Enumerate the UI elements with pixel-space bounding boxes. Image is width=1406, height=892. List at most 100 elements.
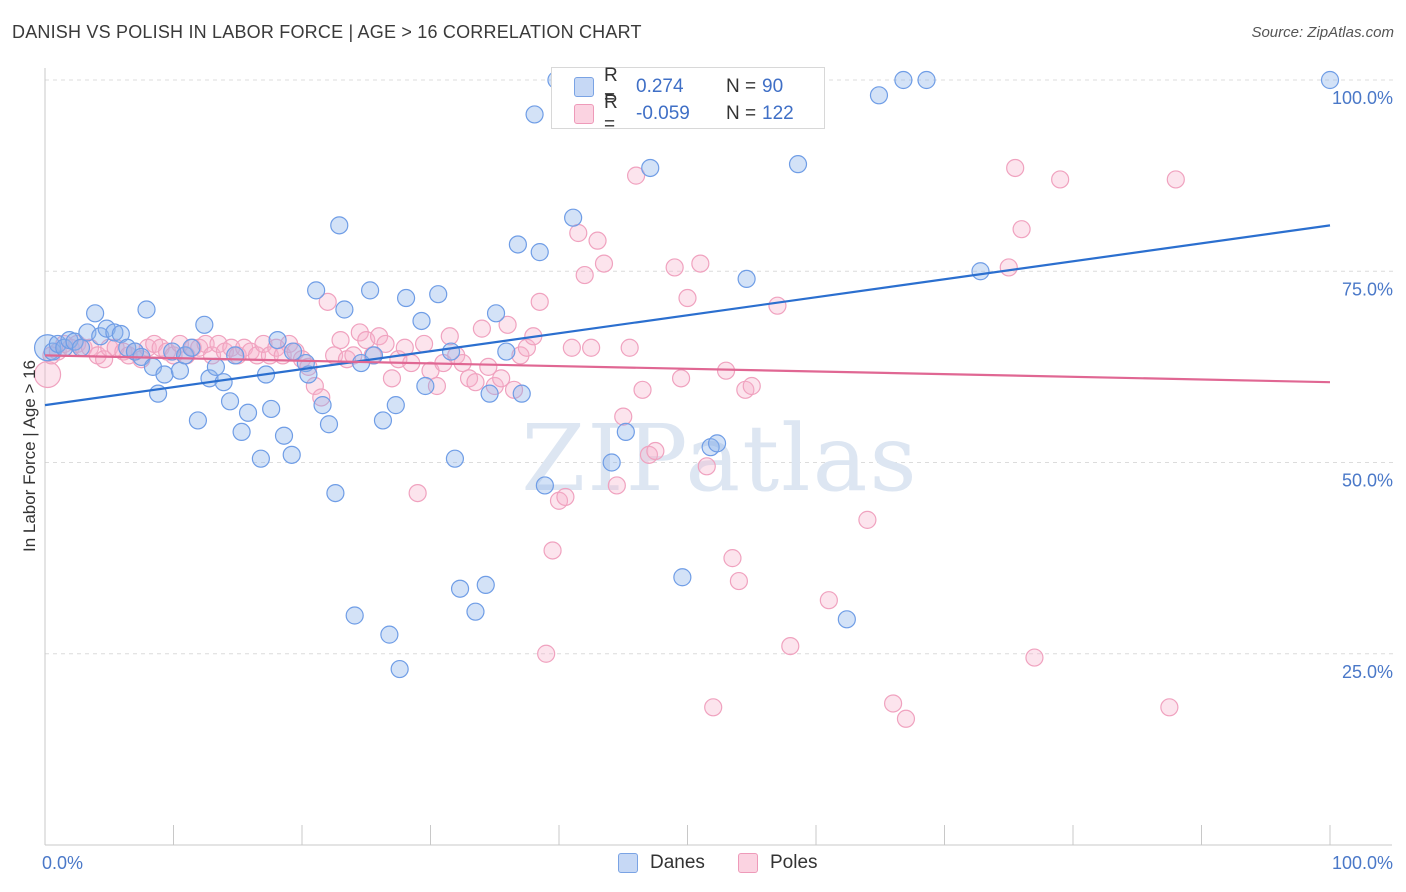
poles-swatch: [574, 104, 594, 124]
y-tick-label: 100.0%: [1332, 88, 1393, 108]
poles-point: [723, 549, 742, 568]
danes-point: [226, 346, 245, 365]
danes-point: [361, 281, 380, 300]
poles-point: [395, 338, 414, 357]
legend-n-label: N =: [726, 103, 757, 124]
x-tick-label: 100.0%: [1332, 853, 1393, 873]
poles-trend-line: [44, 354, 1331, 384]
danes-point: [214, 373, 233, 392]
danes-point: [274, 426, 294, 445]
danes-point: [251, 449, 270, 468]
danes-point: [313, 396, 332, 415]
danes-point: [512, 384, 531, 403]
y-tick-label: 50.0%: [1342, 471, 1393, 491]
poles-point: [691, 254, 710, 273]
watermark: ZIPatlas: [521, 405, 918, 512]
poles-point: [883, 694, 903, 713]
poles-point: [196, 334, 215, 354]
y-tick-label: 25.0%: [1342, 662, 1393, 682]
danes-point: [564, 208, 583, 227]
poles-point: [614, 407, 633, 426]
poles-point: [671, 369, 691, 388]
danes-point: [170, 361, 190, 380]
poles-point: [704, 698, 723, 717]
poles-point: [1166, 170, 1185, 189]
poles-point: [1006, 158, 1025, 178]
danes-point: [282, 445, 301, 464]
legend-n-value-poles: 122: [762, 103, 794, 124]
danes-point: [441, 342, 461, 361]
danes-point: [86, 304, 105, 323]
poles-point: [305, 376, 324, 396]
danes-point: [616, 422, 635, 441]
danes-point: [335, 300, 354, 319]
poles-swatch: [738, 853, 758, 873]
danes-point: [188, 411, 208, 430]
danes-point: [917, 70, 936, 90]
legend-label-danes: Danes: [650, 852, 705, 873]
danes-point: [508, 235, 527, 254]
poles-point: [95, 350, 114, 369]
poles-point: [537, 644, 556, 663]
source-label: Source: ZipAtlas.com: [1251, 24, 1394, 41]
danes-point: [737, 269, 756, 288]
legend-row-poles: R = -0.059 N = 122: [574, 92, 794, 135]
poles-point: [1012, 220, 1031, 239]
danes-point: [105, 323, 124, 342]
danes-point: [299, 365, 318, 384]
y-tick-label: 75.0%: [1342, 279, 1393, 299]
danes-point: [530, 243, 549, 262]
poles-point: [556, 487, 575, 507]
danes-point: [486, 304, 506, 323]
danes-point: [396, 288, 416, 308]
trend-lines: [44, 224, 1331, 407]
legend-item-poles[interactable]: Poles: [738, 852, 818, 874]
poles-point: [896, 709, 916, 728]
danes-point: [182, 338, 201, 357]
axes: [44, 68, 1392, 846]
poles-point: [382, 369, 402, 388]
poles-point: [543, 541, 562, 560]
danes-point: [412, 311, 431, 331]
danes-point: [429, 285, 448, 304]
danes-point: [707, 434, 727, 453]
danes-point: [137, 300, 156, 319]
poles-point: [492, 369, 511, 388]
poles-point: [344, 346, 363, 365]
poles-point: [33, 360, 62, 389]
danes-point: [238, 403, 258, 422]
danes-point: [480, 384, 499, 403]
danes-point: [386, 396, 405, 415]
poles-point: [530, 292, 549, 311]
danes-point: [525, 105, 544, 124]
danes-point: [416, 376, 435, 396]
poles-point: [318, 292, 337, 311]
bottom-legend: Danes Poles: [0, 852, 1406, 878]
danes-point: [262, 399, 281, 419]
poles-point: [562, 338, 581, 357]
danes-point: [641, 158, 660, 178]
poles-point: [408, 484, 427, 503]
danes-swatch: [574, 77, 594, 97]
danes-point: [373, 411, 393, 430]
poles-point: [575, 265, 594, 285]
poles-point: [1051, 170, 1070, 189]
poles-point: [646, 441, 665, 461]
legend-n-value-danes: 90: [762, 76, 784, 97]
x-tick-label: 0.0%: [42, 853, 83, 873]
danes-point: [971, 262, 990, 281]
poles-point: [414, 334, 434, 354]
poles-point: [768, 296, 787, 315]
poles-point: [678, 288, 697, 308]
poles-point: [1025, 648, 1044, 667]
poles-point: [729, 571, 749, 591]
legend: R = 0.274 N = 90 R = -0.059 N = 122: [551, 65, 825, 135]
poles-point: [697, 457, 716, 476]
danes-point: [535, 476, 554, 495]
poles-point: [1160, 698, 1179, 717]
danes-point: [232, 422, 251, 441]
legend-item-danes[interactable]: Danes: [618, 852, 705, 874]
poles-points: [33, 70, 1185, 728]
legend-r-label: R =: [604, 92, 618, 135]
danes-point: [837, 610, 856, 629]
